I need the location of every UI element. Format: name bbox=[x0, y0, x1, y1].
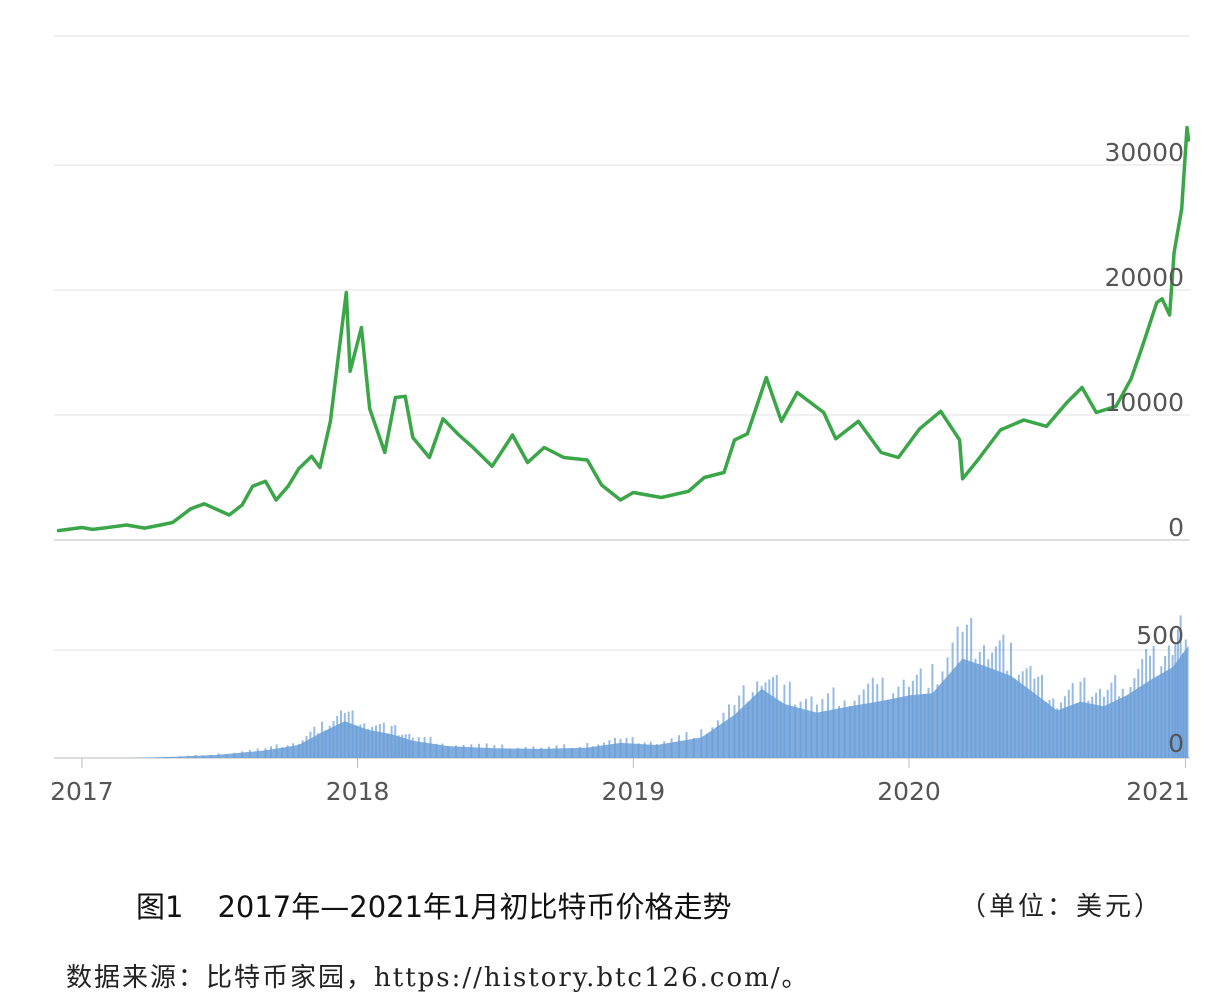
data-source-note: 数据来源：比特币家园，https://history.btc126.com/。 bbox=[66, 963, 810, 993]
volume-area bbox=[81, 645, 1189, 758]
x-tick-label: 2019 bbox=[601, 777, 665, 806]
x-tick-label: 2021 bbox=[1126, 777, 1190, 806]
price-y-tick-label: 30000 bbox=[1104, 138, 1184, 167]
y-tick-labels: 0 10000 20000 30000 0 500 bbox=[1104, 138, 1184, 758]
x-tick-label: 2017 bbox=[50, 777, 114, 806]
price-y-tick-label: 20000 bbox=[1104, 263, 1184, 292]
figure-title: 2017年—2021年1月初比特币价格走势 bbox=[217, 890, 732, 924]
bitcoin-price-volume-chart: 0 10000 20000 30000 0 500 2017 2018 2019 2020 202… bbox=[50, 35, 1191, 806]
volume-y-tick-label: 0 bbox=[1168, 729, 1184, 758]
figure-number: 图1 bbox=[136, 890, 184, 924]
unit-note: （单位：美元） bbox=[960, 892, 1164, 922]
x-tick-label: 2018 bbox=[326, 777, 390, 806]
price-y-tick-label: 0 bbox=[1168, 513, 1184, 542]
volume-y-tick-label: 500 bbox=[1136, 621, 1184, 650]
figure-caption: 图1 2017年—2021年1月初比特币价格走势 bbox=[136, 884, 732, 926]
volume-area-series bbox=[81, 615, 1189, 758]
x-tick-label: 2020 bbox=[877, 777, 941, 806]
x-tick-labels: 2017 2018 2019 2020 2021 bbox=[50, 777, 1190, 806]
price-line-series bbox=[56, 125, 1191, 533]
price-line bbox=[56, 125, 1191, 533]
price-y-tick-label: 10000 bbox=[1104, 388, 1184, 417]
grid-lines bbox=[54, 35, 1190, 768]
